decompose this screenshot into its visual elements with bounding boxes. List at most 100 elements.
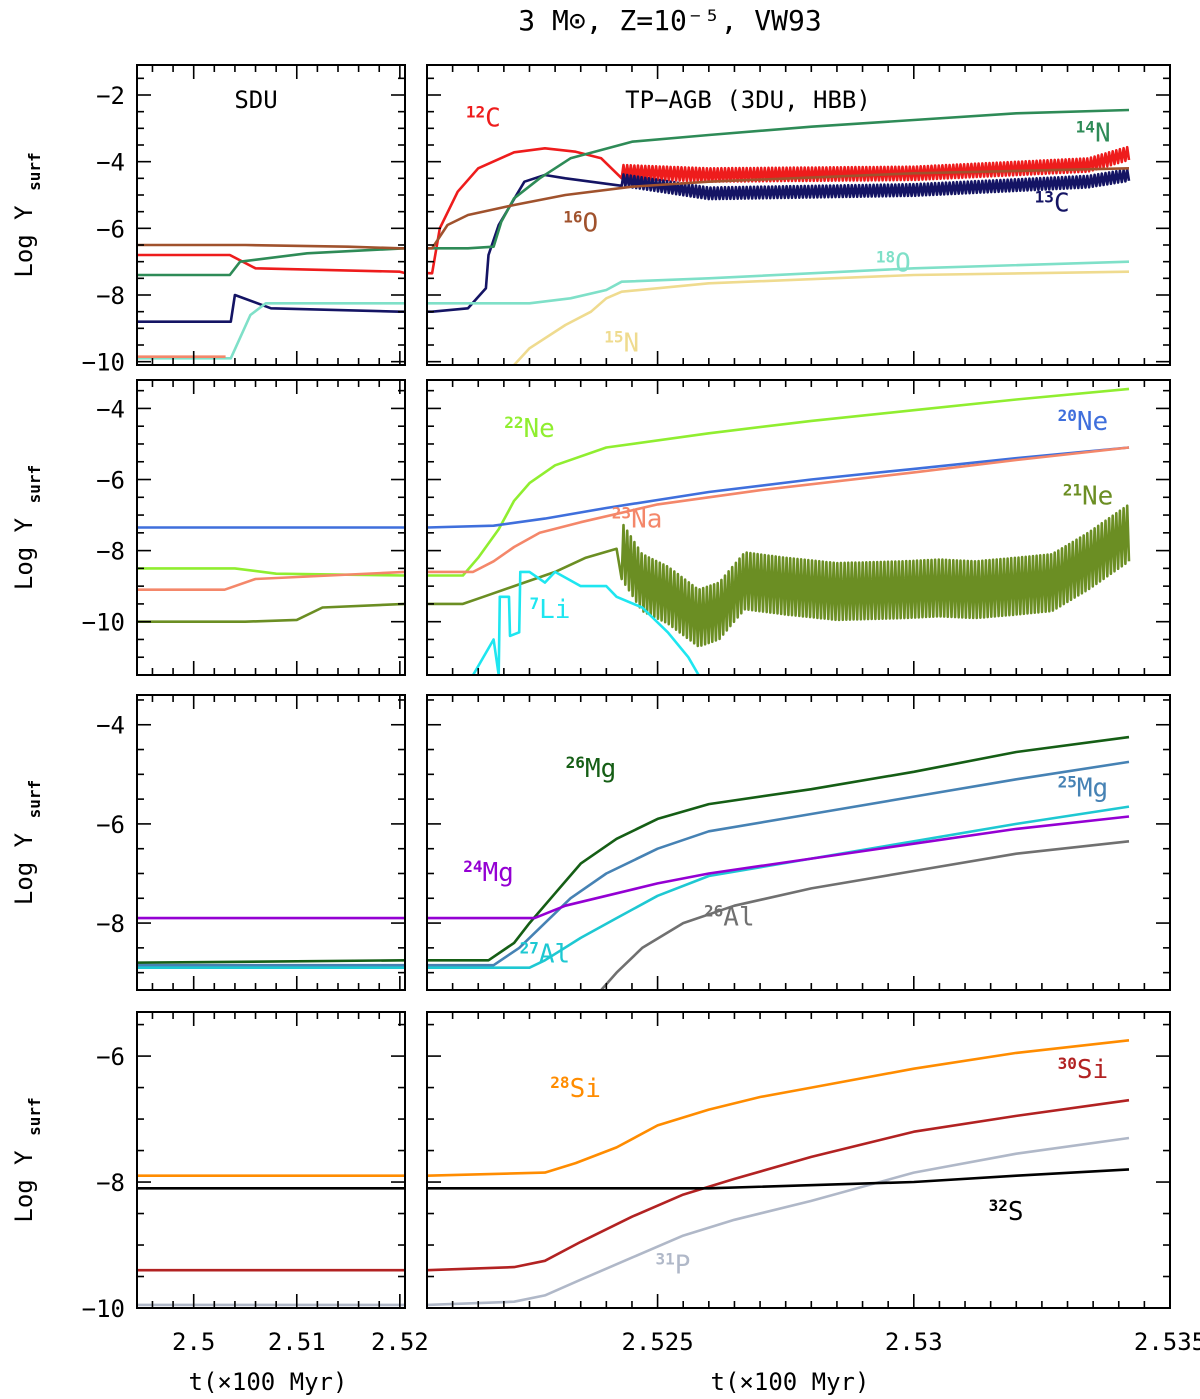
label-isotope: 16 [563,208,582,227]
label-isotope: 30 [1058,1054,1077,1073]
label-14n: 14N [1076,118,1111,149]
label-element: Na [631,505,662,535]
label-30si: 30Si [1058,1054,1109,1085]
25-mg-line [137,963,405,967]
y-tick-label: −10 [82,609,125,637]
series-group-right [427,387,1131,675]
y-axis-title-sub: surf [25,152,44,191]
series-group-left [137,1174,405,1307]
28-si-line [427,1039,1130,1177]
y-tick-label: −6 [96,467,125,495]
label-element: C [1054,189,1070,219]
32-s-line [427,1168,1130,1190]
right-xlabel: t(×100 Myr) [711,1368,870,1396]
label-isotope: 32 [989,1196,1008,1215]
label-isotope: 22 [504,413,523,432]
y-tick-label: −6 [96,1043,125,1071]
label-23na: 23Na [612,504,663,535]
20-ne-line [137,526,405,529]
label-26al: 26Al [704,902,755,933]
16-o-line [137,243,405,250]
12-c-line [427,145,1131,275]
label-12c: 12C [466,103,501,134]
30-si-line [137,1268,405,1272]
series-group-right [427,1039,1130,1307]
y-axis-title: Log Y surf [10,780,44,905]
label-isotope: 31 [655,1249,674,1268]
18-o-line [137,302,405,360]
21-ne-line [137,602,405,623]
y-axis-title-sub: surf [25,465,44,504]
y-tick-label: −8 [96,282,125,310]
label-isotope: 26 [704,902,723,921]
26-mg-line [137,959,405,964]
25-mg-line [427,760,1130,967]
label-element: N [1095,119,1111,149]
label-13c: 13C [1035,188,1070,219]
18-o-line [427,260,1130,305]
15-n-line [513,270,1130,365]
label-26mg: 26Mg [566,753,617,784]
series-group-right [427,735,1130,990]
label-element: Mg [1077,774,1108,804]
label-isotope: 25 [1058,773,1077,792]
label-isotope: 14 [1076,118,1095,137]
7-li-line [471,570,700,675]
y-tick-label: −6 [96,811,125,839]
y-tick-label: −8 [96,910,125,938]
axes-frame-right [426,379,1171,676]
axes-frame-right [426,64,1171,366]
label-element: Si [1077,1055,1108,1085]
26-mg-line [427,735,1130,962]
figure-title: 3 M⊙, Z=10⁻⁵, VW93 [518,4,821,37]
label-21ne: 21Ne [1063,480,1114,511]
series-group-left [137,243,405,360]
x-tick-label: 2.535 [1134,1328,1200,1356]
annotation-sdu: SDU [234,86,277,114]
label-31p: 31P [655,1249,690,1280]
23-na-line [427,446,1130,574]
x-tick-label: 2.525 [621,1328,693,1356]
label-element: P [675,1250,691,1280]
y-axis-title: Log Y surf [10,1097,44,1222]
23-na-line [137,570,405,591]
axes-frame-left [136,379,406,676]
label-element: Ne [1077,407,1108,437]
y-tick-label: −6 [96,215,125,243]
label-element: Al [539,940,570,970]
label-element: Ne [1082,481,1113,511]
label-20ne: 20Ne [1058,406,1109,437]
x-tick-label: 2.53 [885,1328,943,1356]
axes-frame-left [136,64,406,366]
label-28si: 28Si [550,1073,601,1104]
label-element: Al [723,903,754,933]
x-tick-label: 2.51 [268,1328,326,1356]
series-group-right [427,108,1131,365]
y-axis-title-main: Log Y [10,191,38,278]
label-isotope: 15 [604,328,623,347]
22-ne-line [427,387,1130,577]
label-isotope: 28 [550,1073,569,1092]
axes-frame-right [426,694,1171,991]
label-isotope: 7 [530,594,540,613]
label-element: Mg [482,858,513,888]
label-isotope: 18 [876,248,895,267]
31-p-line [427,1136,1130,1307]
label-18o: 18O [876,248,911,279]
y-axis-title-main: Log Y [10,818,38,905]
label-element: Ne [523,414,554,444]
annotation-tpagb: TP−AGB (3DU, HBB) [625,86,871,114]
label-22ne: 22Ne [504,413,555,444]
label-element: N [624,329,640,359]
20-ne-line [427,446,1130,529]
label-element: Mg [585,754,616,784]
14-n-line [137,247,405,277]
7-li-line [414,572,425,675]
label-27al: 27Al [520,939,571,970]
12-c-line [137,253,405,275]
label-25mg: 25Mg [1058,773,1109,804]
label-isotope: 12 [466,103,485,122]
